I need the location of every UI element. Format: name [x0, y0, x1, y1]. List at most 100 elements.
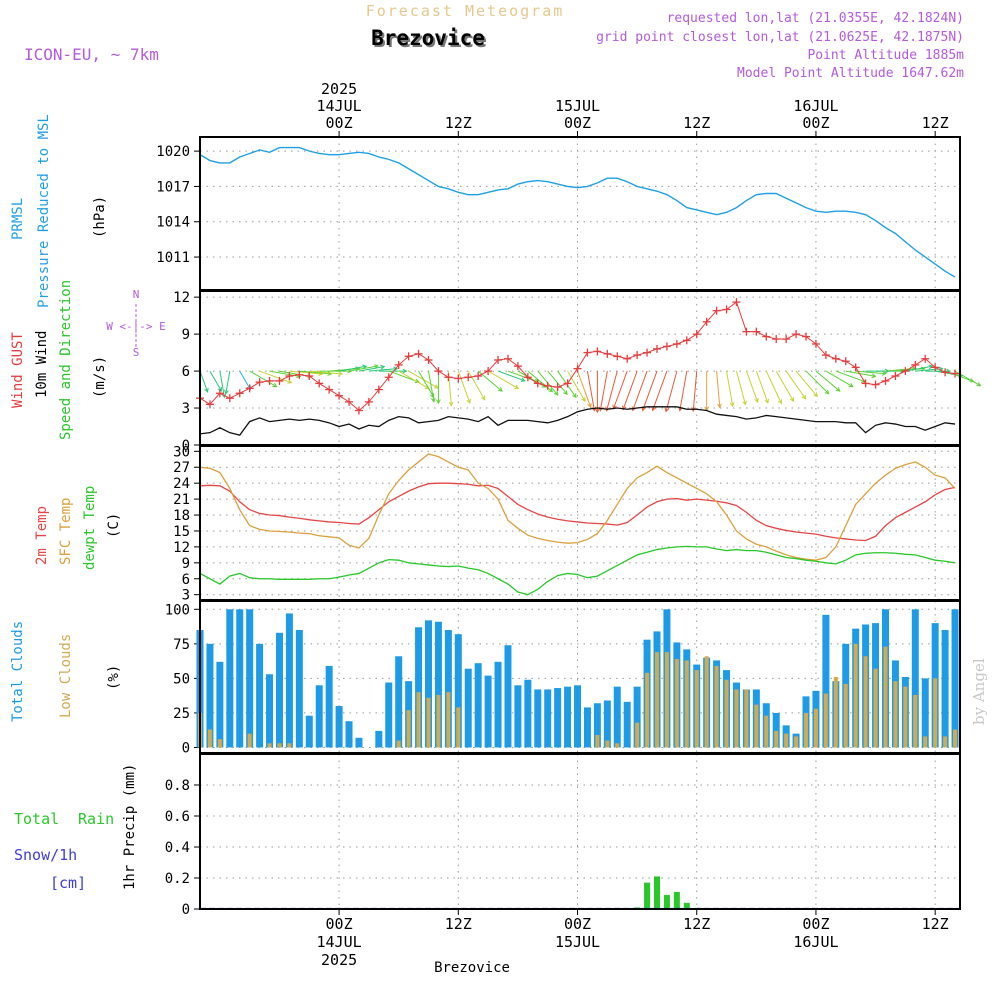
arrow-shaft: [299, 370, 332, 375]
gust-marker: [384, 373, 393, 382]
gust-marker: [235, 389, 244, 398]
temp-2m-label: 2m Temp: [34, 506, 50, 565]
low-cloud-bar: [833, 677, 838, 748]
total-cloud-bar: [315, 685, 323, 748]
gust-marker: [255, 378, 264, 387]
requested-coords: requested lon,lat (21.0355E, 42.1824N): [667, 11, 964, 26]
snow-unit-label: [cm]: [50, 874, 86, 892]
wind-direction-arrow: [775, 370, 795, 403]
low-cloud-bar: [595, 735, 600, 748]
y-tick-label: 0.8: [165, 778, 190, 794]
total-cloud-bar: [295, 630, 303, 748]
gust-marker: [563, 379, 572, 388]
low-cloud-bar: [913, 694, 918, 748]
low-cloud-bar: [436, 694, 441, 748]
wind-direction-arrow: [795, 370, 818, 398]
y-tick-label: 9: [182, 556, 190, 572]
low-cloud-bar: [734, 689, 739, 748]
low-cloud-bar: [863, 656, 868, 748]
credit-text: by Angel: [970, 658, 988, 725]
gust-marker: [543, 381, 552, 390]
total-cloud-bar: [226, 609, 234, 748]
arrow-shaft: [745, 370, 759, 403]
gust-marker: [851, 363, 860, 372]
model-altitude: Model Point Altitude 1647.62m: [737, 66, 964, 81]
y-tick-label: 0.2: [165, 871, 190, 887]
top-time-label: 00Z: [564, 114, 591, 132]
arrow-head: [448, 401, 454, 407]
total-cloud-bar: [951, 609, 959, 748]
pressure-unit-label: (hPa): [92, 196, 108, 238]
gust-marker: [931, 363, 940, 372]
low-cloud-bar: [774, 730, 779, 748]
low-cloud-bar: [883, 646, 888, 748]
wind-direction-arrow: [845, 370, 877, 379]
gust-marker: [782, 335, 791, 344]
arrow-head: [651, 406, 656, 412]
arrow-shaft: [665, 370, 678, 412]
rain-bar: [673, 891, 680, 909]
arrow-head: [436, 399, 441, 405]
wind-direction-arrow: [547, 370, 568, 396]
low-cloud-bar: [843, 683, 848, 748]
arrow-shaft: [457, 370, 471, 404]
low-cloud-bar: [933, 678, 938, 748]
wind-direction-arrow: [577, 370, 592, 409]
top-time-label: 14JUL: [317, 97, 362, 115]
wind-direction-arrow: [835, 370, 867, 383]
arrow-shaft: [935, 370, 963, 377]
gust-marker: [643, 348, 652, 357]
gust-marker: [772, 335, 781, 344]
arrow-head: [824, 389, 830, 395]
y-tick-label: 24: [173, 476, 190, 492]
footer-location: Brezovice: [434, 960, 510, 976]
gust-marker: [484, 367, 493, 376]
cloud-unit-label: (%): [106, 665, 122, 690]
low-cloud-bar: [794, 736, 799, 748]
arrow-shaft: [225, 370, 231, 394]
gust-marker: [295, 370, 304, 379]
arrow-head: [433, 384, 439, 389]
y-tick-label: 0.4: [165, 840, 190, 856]
gust-marker: [712, 306, 721, 315]
total-clouds-label: Total Clouds: [10, 621, 26, 722]
y-tick-label: 100: [165, 602, 190, 618]
arrow-head: [429, 393, 435, 399]
y-tick-label: 1017: [156, 179, 190, 195]
wind-direction-arrow: [378, 368, 408, 374]
pressure-panel: 1011 1014 1017 1020: [156, 136, 961, 291]
bottom-time-label: 16JUL: [793, 933, 838, 951]
low-cloud-bar: [396, 740, 401, 748]
arrow-head: [272, 382, 278, 388]
low-cloud-bar: [635, 722, 640, 748]
gust-marker: [613, 352, 622, 361]
bottom-time-label: 00Z: [564, 915, 591, 933]
arrow-shaft: [487, 370, 519, 389]
wind-direction-arrow: [704, 371, 710, 412]
low-cloud-bar: [923, 736, 928, 748]
gust-marker: [901, 367, 910, 376]
wind-direction-arrow: [716, 371, 722, 409]
total-cloud-bar: [564, 686, 572, 748]
gust-marker: [533, 379, 542, 388]
compass-north: N: [133, 288, 140, 301]
arrow-shaft: [338, 365, 367, 372]
low-cloud-bar: [873, 668, 878, 748]
arrow-head: [777, 399, 783, 405]
arrow-shaft: [428, 370, 435, 402]
total-cloud-bar: [355, 737, 363, 748]
arrow-head: [466, 398, 471, 404]
gust-marker: [325, 385, 334, 394]
gust-marker: [722, 305, 731, 314]
wind-speed-dir-label: Speed and Direction: [58, 280, 74, 440]
low-cloud-bar: [943, 736, 948, 748]
total-cloud-bar: [554, 688, 562, 748]
low-cloud-bar: [704, 656, 709, 748]
wind-direction-arrow: [622, 370, 638, 411]
total-cloud-bar: [633, 686, 641, 748]
arrow-head: [729, 402, 735, 408]
arrow-shaft: [835, 370, 866, 383]
